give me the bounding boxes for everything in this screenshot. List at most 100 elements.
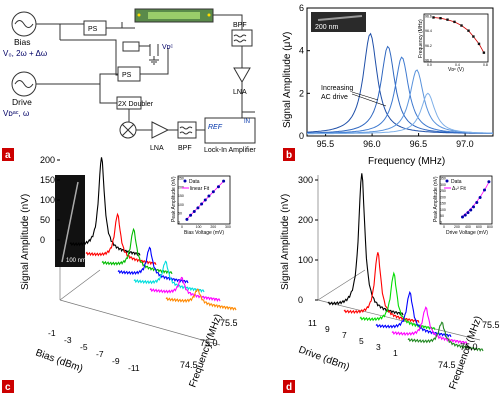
c-inset-xlabel: Bias Voltage (mV): [184, 230, 224, 236]
c-depth-tick: -11: [128, 363, 140, 373]
b-inset-xtick: 0.0: [427, 63, 432, 67]
d-inset: 0 200 400 600 800 0 50 100 150 200 250 300 350: [440, 177, 493, 230]
b-inset-point: [467, 29, 470, 32]
c-inset-ytick: 50: [178, 212, 182, 216]
b-xtick-label: 96.5: [410, 139, 428, 149]
b-inset-point: [446, 18, 449, 21]
c-legend-data: Data: [189, 179, 200, 185]
c-inset: 0 100 200 300 0 50 100 150 200 250: [178, 177, 231, 230]
bpf-label: BPF: [178, 145, 192, 152]
b-sem-beam: [317, 15, 363, 21]
c-inset-ytick: 0: [178, 221, 180, 225]
d-inset-xtick: 200: [454, 225, 460, 229]
d-legend-data-marker: [445, 179, 449, 183]
d-freq-tick: 75.0: [460, 342, 478, 352]
bpf-bottom-wave-icon: [179, 126, 193, 135]
d-depth-tick: 9: [325, 324, 330, 334]
c-sem-beam: [61, 181, 79, 263]
d-inset-ytick: 150: [440, 202, 446, 206]
c-freq-tick: 74.5: [180, 360, 198, 370]
c-inset-xtick: 100: [196, 225, 202, 229]
panel-a-badge: [2, 148, 14, 161]
d-inset-ytick: 100: [440, 208, 446, 212]
b-plot-frame: [306, 7, 494, 137]
c-series-line: [133, 260, 205, 293]
d-freq-tick: 74.5: [438, 360, 456, 370]
b-series-line: [307, 56, 493, 134]
c-inset-point: [203, 198, 207, 202]
c-inset-ylabel: Peak Amplitude (nV): [171, 176, 177, 222]
c-legend-fit: linear Fit: [190, 186, 210, 192]
b-series-line: [307, 69, 493, 134]
b-inset-point: [472, 35, 475, 38]
drive-sine-icon: [14, 80, 34, 88]
d-freq-ticks: 74.5 75.0 75.5: [438, 320, 500, 370]
b-ytick-label: 6: [299, 3, 304, 13]
lna-bottom-icon: [151, 121, 170, 139]
d-xlabel: Drive (dBm): [297, 344, 351, 373]
b-inset-ytick: 96.0: [425, 59, 432, 63]
ground-icon: [149, 56, 159, 65]
d-ytick-label: 200: [298, 215, 313, 225]
doubler-label: 2X Doubler: [118, 101, 154, 108]
b-curves: [307, 32, 493, 135]
panel-b-chart: 0 2 4 6 95.5 96.0 96.5 97.0 Frequency (MHz) Si…: [282, 3, 494, 167]
b-ytick-label: 2: [299, 88, 304, 98]
capacitor-icon: [149, 44, 159, 56]
bias-label: Bias: [14, 37, 31, 47]
d-inset-ytick: 350: [440, 177, 446, 181]
panel-d-badge: [283, 380, 295, 393]
ps-top-label: PS: [88, 26, 98, 33]
d-series-line: [343, 252, 420, 324]
d-inset-xlabel: Drive Voltage (mV): [446, 230, 488, 236]
ref-label: REF: [208, 124, 223, 131]
c-legend-data-marker: [183, 179, 187, 183]
lna-right-icon: [233, 67, 251, 84]
c-series-line: [149, 276, 221, 302]
d-inset-point: [466, 211, 470, 215]
c-inset-ytick: 200: [178, 185, 184, 189]
d-inset-ytick: 250: [440, 189, 446, 193]
b-annotation-line2: AC drive: [321, 94, 348, 101]
b-inset-ytick: 96.6: [425, 15, 432, 19]
d-yticks: 0 100 200 300: [298, 175, 318, 305]
b-inset-xlabel: Vᴅᶜ (V): [448, 67, 464, 73]
d-ytick-label: 0: [298, 295, 303, 305]
panel-a-label: a: [5, 150, 11, 161]
b-inset-ytick: 96.2: [425, 44, 432, 48]
bpf-bottom-box: [177, 121, 197, 139]
b-xtick-label: 97.0: [456, 139, 474, 149]
c-depth-tick: -1: [48, 328, 56, 338]
c-series-line: [117, 246, 189, 284]
b-scale-label: 200 nm: [315, 24, 339, 31]
c-curves: [69, 157, 237, 311]
b-inset-frame: [423, 13, 489, 63]
c-series-line: [101, 227, 173, 275]
c-inset-ytick: 100: [178, 203, 184, 207]
d-depth-tick: 1: [393, 348, 398, 358]
b-series-line: [307, 92, 493, 135]
wire-bias: [36, 22, 123, 76]
b-xtick-label: 95.5: [317, 139, 335, 149]
c-inset-point: [207, 194, 211, 198]
b-inset-point: [453, 20, 456, 24]
d-inset-ytick: 0: [440, 221, 442, 225]
d-depth-tick: 3: [376, 342, 381, 352]
b-ylabel: Signal Amplitude (μV): [282, 32, 293, 128]
b-inset-xtick: 0.4: [455, 63, 460, 67]
d-curves: [327, 173, 484, 352]
panel-d-chart: 0 100 200 300 11 9 7 5 3 1 74.5 75.0 75.5 Signal A…: [280, 173, 500, 391]
d-inset-ytick: 50: [440, 214, 444, 218]
d-inset-point: [487, 180, 491, 184]
vdc-label: Vᴅᶜ: [162, 44, 174, 51]
b-inset: 96.0 96.2 96.4 96.6 0.0 0.4 0.8: [425, 15, 488, 68]
c-inset-point: [222, 179, 226, 183]
d-depth-tick: 11: [308, 318, 317, 328]
bias-formula: V₀, 2ω + Δω: [3, 49, 47, 58]
c-inset-xtick: 200: [210, 225, 216, 229]
c-zlabel: Frequency (MHz): [187, 313, 224, 389]
panel-c-badge: [2, 380, 14, 393]
c-inset-point: [200, 202, 204, 206]
c-inset-xtick: 0: [181, 225, 183, 229]
